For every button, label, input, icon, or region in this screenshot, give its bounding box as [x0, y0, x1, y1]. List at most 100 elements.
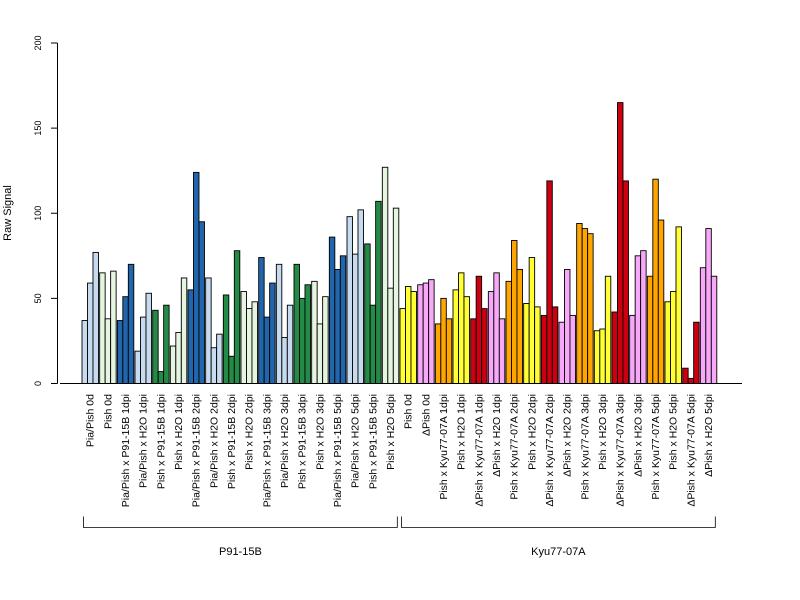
bar	[163, 304, 170, 384]
x-tick-label: Pish x H2O 1dpi	[173, 394, 185, 470]
x-tick-label: Pish x P91-15B 1dpi	[155, 394, 167, 489]
x-tick-label: Pia/Pish x P91-15B 1dpi	[120, 394, 132, 507]
y-tick-label: 0	[33, 381, 43, 386]
bar	[481, 308, 488, 384]
bar	[187, 289, 194, 384]
y-tick-label: 200	[33, 35, 43, 50]
x-tick-label: ΔPish x Kyu77-07A 3dpi	[615, 394, 627, 507]
x-tick-label: Pia/Pish x P91-15B 5dpi	[332, 394, 344, 507]
group-bracket	[401, 516, 716, 528]
bar	[622, 180, 629, 384]
x-tick-label: Pia/Pish x P91-15B 2dpi	[191, 394, 203, 507]
x-tick-label: Pish x H2O 3dpi	[597, 394, 609, 470]
y-axis: 0 50 100 150 200	[33, 35, 58, 386]
bar	[281, 337, 288, 384]
x-tick-label: Pish x H2O 3dpi	[314, 394, 326, 470]
x-tick-label: Pish x Kyu77-07A 3dpi	[579, 394, 591, 500]
x-tick-label: Pish x P91-15B 2dpi	[226, 394, 238, 489]
bar	[511, 240, 518, 384]
bar	[116, 320, 124, 384]
x-tick-label: Pish 0d	[102, 394, 114, 429]
group-label: P91-15B	[219, 546, 262, 558]
bar	[263, 316, 271, 384]
bar	[99, 272, 106, 384]
bar	[364, 243, 371, 384]
bar	[440, 297, 447, 384]
y-tick-label: 150	[33, 121, 43, 136]
bar	[104, 318, 112, 384]
bar	[540, 314, 548, 384]
bar	[410, 291, 417, 384]
bar	[687, 377, 695, 384]
bar	[682, 367, 689, 384]
x-tick-label: ΔPish x H2O 1dpi	[491, 394, 503, 477]
bar	[534, 306, 541, 384]
bar	[381, 166, 389, 384]
x-tick-label: ΔPish x H2O 2dpi	[562, 394, 574, 477]
bar	[205, 277, 212, 384]
bar	[576, 223, 583, 384]
bar	[169, 345, 177, 384]
bar	[617, 102, 624, 384]
bar	[134, 350, 141, 384]
bar	[286, 304, 294, 384]
bar	[152, 309, 159, 384]
bar	[180, 277, 188, 384]
x-tick-label: Pish x H2O 2dpi	[244, 394, 256, 470]
bar	[339, 255, 347, 384]
x-tick-label: Pia/Pish x P91-15B 3dpi	[261, 394, 273, 507]
bar	[233, 250, 241, 384]
x-tick-label: Pia/Pish x H2O 3dpi	[279, 394, 291, 488]
x-tick-label: Pia/Pish x H2O 2dpi	[208, 394, 220, 488]
bar	[581, 228, 589, 384]
bar	[399, 308, 406, 384]
bar	[352, 253, 359, 384]
bar	[240, 291, 247, 384]
bar	[210, 347, 218, 384]
bar	[422, 282, 430, 384]
bar	[198, 221, 205, 384]
x-tick-label: ΔPish 0d	[420, 394, 432, 436]
x-tick-label: ΔPish x H2O 3dpi	[632, 394, 644, 477]
bar	[175, 331, 182, 384]
bar	[145, 292, 152, 384]
bar	[369, 304, 377, 384]
bar	[523, 303, 530, 384]
bar	[498, 318, 506, 384]
bar	[710, 275, 718, 384]
x-tick-label: ΔPish x Kyu77-07A 2dpi	[544, 394, 556, 507]
bar	[275, 263, 283, 384]
bar	[92, 251, 99, 384]
bar	[546, 180, 553, 384]
bar	[470, 318, 477, 384]
x-tick-label: Pish x H2O 2dpi	[526, 394, 538, 470]
x-tick-label: ΔPish x Kyu77-07A 1dpi	[473, 394, 485, 507]
group-label: Kyu77-07A	[531, 546, 586, 558]
x-tick-label: Pish x Kyu77-07A 5dpi	[650, 394, 662, 500]
bar	[193, 171, 200, 384]
bar	[334, 268, 341, 384]
bar	[593, 330, 601, 384]
bar	[445, 318, 453, 384]
group-brackets: P91-15B Kyu77-07A	[83, 516, 716, 558]
bar	[304, 284, 311, 384]
x-tick-label: Pish x H2O 5dpi	[385, 394, 397, 470]
x-tick-label: Pish x P91-15B 5dpi	[367, 394, 379, 489]
bar	[670, 291, 677, 384]
bar	[293, 263, 300, 384]
bar	[392, 207, 400, 384]
bar	[405, 286, 412, 384]
bar	[87, 282, 94, 384]
bar	[646, 275, 654, 384]
bar	[611, 311, 618, 384]
bar	[657, 219, 665, 384]
bar	[322, 296, 329, 384]
bars	[81, 102, 718, 384]
bar	[629, 314, 636, 384]
bar	[664, 301, 671, 384]
bar	[216, 333, 223, 384]
bar	[699, 267, 707, 384]
bar	[127, 263, 135, 384]
bar	[387, 287, 394, 384]
